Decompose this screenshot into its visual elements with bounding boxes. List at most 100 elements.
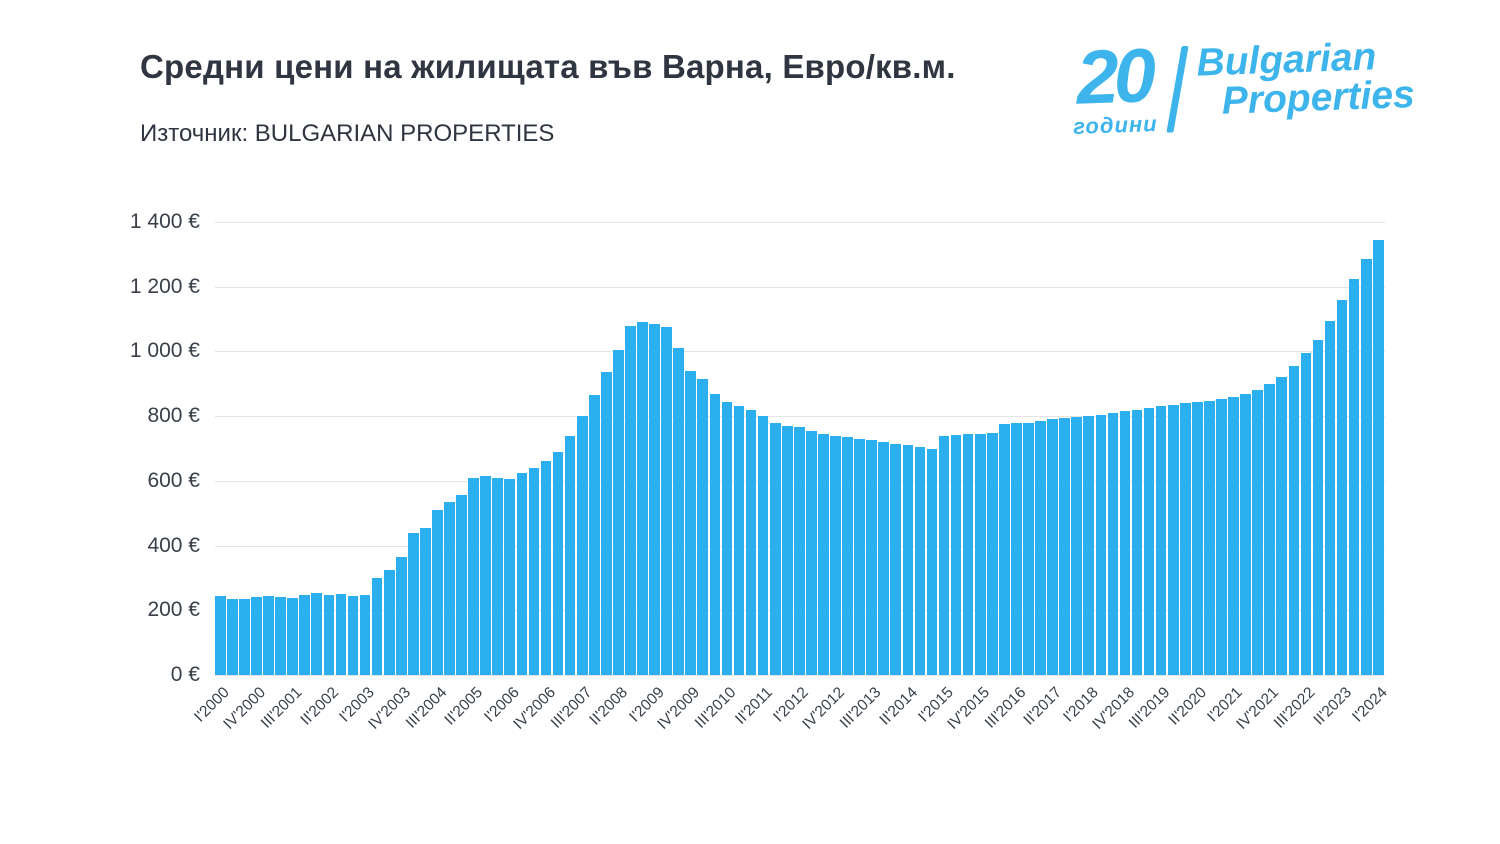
bar-II'2021 bbox=[1240, 393, 1251, 675]
bar-I'2007 bbox=[552, 451, 564, 675]
bar-I'2021 bbox=[1228, 396, 1239, 675]
x-tick-label: II'2011 bbox=[732, 684, 776, 728]
bar-II'2006 bbox=[516, 472, 528, 675]
bar-I'2002 bbox=[311, 593, 323, 675]
bar-II'2018 bbox=[1095, 414, 1107, 675]
bar-IV'2000 bbox=[251, 597, 262, 675]
bar-II'2022 bbox=[1288, 366, 1300, 675]
bar-III'2001 bbox=[287, 598, 299, 675]
bar-III'2010 bbox=[721, 401, 733, 675]
bar-III'2004 bbox=[432, 509, 443, 675]
x-tick-label: II'2008 bbox=[586, 684, 632, 729]
bar-IV'2001 bbox=[299, 595, 311, 675]
bar-IV'2020 bbox=[1216, 399, 1227, 675]
bar-IV'2005 bbox=[492, 477, 504, 675]
y-tick-label: 200 € bbox=[147, 598, 200, 622]
bar-II'2004 bbox=[420, 527, 431, 675]
bar-IV'2011 bbox=[781, 425, 793, 675]
bar-I'2018 bbox=[1083, 416, 1095, 675]
logo-brand-line2: Properties bbox=[1220, 73, 1416, 123]
bar-I'2015 bbox=[938, 435, 950, 675]
bar-IV'2015 bbox=[974, 433, 986, 675]
bar-III'2003 bbox=[383, 569, 395, 675]
bar-II'2020 bbox=[1192, 402, 1203, 675]
bar-IV'2009 bbox=[685, 370, 697, 675]
bar-II'2014 bbox=[902, 445, 914, 675]
bar-I'2004 bbox=[407, 532, 419, 675]
bar-II'2023 bbox=[1336, 299, 1348, 675]
bar-IV'2014 bbox=[926, 448, 938, 675]
bar-III'2014 bbox=[914, 446, 926, 675]
bar-II'2013 bbox=[854, 438, 865, 675]
bar-II'2015 bbox=[950, 434, 962, 675]
bar-III'2016 bbox=[1011, 423, 1022, 675]
bar-III'2017 bbox=[1059, 417, 1070, 675]
bar-IV'2017 bbox=[1071, 416, 1083, 675]
bar-III'2019 bbox=[1155, 406, 1167, 675]
gridline bbox=[215, 675, 1385, 676]
bar-I'2000 bbox=[215, 595, 226, 675]
bar-II'2003 bbox=[371, 577, 383, 675]
bar-I'2003 bbox=[359, 595, 371, 675]
bar-III'2007 bbox=[576, 416, 588, 675]
bar-III'2009 bbox=[673, 348, 684, 675]
bar-III'2021 bbox=[1252, 389, 1263, 675]
x-tick-label: II'2017 bbox=[1020, 684, 1066, 729]
logo-divider bbox=[1166, 45, 1189, 133]
bar-III'2020 bbox=[1204, 400, 1215, 675]
x-tick-label: II'2023 bbox=[1310, 684, 1355, 729]
gridline bbox=[215, 222, 1385, 223]
bar-III'2022 bbox=[1300, 353, 1312, 675]
bar-IV'2023 bbox=[1360, 259, 1372, 675]
bar-III'2012 bbox=[818, 433, 829, 675]
bar-IV'2012 bbox=[830, 435, 841, 675]
bar-I'2014 bbox=[890, 443, 902, 675]
bar-II'2017 bbox=[1047, 419, 1058, 675]
bar-II'2012 bbox=[806, 430, 817, 675]
bar-I'2016 bbox=[986, 432, 998, 675]
bar-I'2023 bbox=[1324, 320, 1336, 675]
bar-I'2020 bbox=[1179, 403, 1191, 675]
x-tick-label: II'2014 bbox=[875, 684, 921, 729]
bar-III'2000 bbox=[239, 599, 250, 675]
bar-II'2002 bbox=[323, 594, 335, 675]
bar-IV'2016 bbox=[1023, 422, 1034, 675]
bar-III'2013 bbox=[866, 440, 877, 675]
x-tick-label: II'2020 bbox=[1165, 684, 1211, 729]
y-axis: 0 € 200 € 400 € 600 € 800 € 1 000 € 1 200 € 1 4… bbox=[70, 210, 208, 686]
x-axis: I'2000 IV'2000 III'2001 II'2002 I'2003 IV'200… bbox=[192, 684, 1391, 824]
bulgarian-properties-logo: 20 години Bulgarian Properties bbox=[1070, 33, 1416, 140]
bar-I'2012 bbox=[793, 427, 805, 675]
logo-20-years: 20 години bbox=[1070, 33, 1158, 140]
bar-I'2001 bbox=[263, 596, 274, 675]
bar-I'2009 bbox=[649, 323, 660, 675]
logo-number: 20 bbox=[1074, 33, 1153, 121]
chart-title: Средни цени на жилищата във Варна, Евро/… bbox=[140, 48, 956, 85]
logo-brand-name: Bulgarian Properties bbox=[1195, 35, 1416, 123]
bar-III'2011 bbox=[769, 422, 781, 675]
bar-IV'2006 bbox=[540, 461, 552, 675]
bar-I'2005 bbox=[456, 495, 467, 675]
bar-III'2005 bbox=[480, 476, 492, 675]
bar-III'2023 bbox=[1348, 278, 1360, 675]
x-tick-label: II'2002 bbox=[297, 684, 342, 729]
y-tick-label: 1 200 € bbox=[129, 274, 200, 298]
bar-I'2010 bbox=[697, 378, 709, 675]
bar-IV'2013 bbox=[878, 442, 890, 675]
bar-III'2002 bbox=[335, 594, 347, 675]
bar-IV'2004 bbox=[444, 501, 455, 675]
bar-II'2000 bbox=[227, 598, 238, 675]
bar-III'2008 bbox=[625, 325, 636, 675]
bar-II'2010 bbox=[709, 393, 721, 675]
gridline bbox=[215, 286, 1385, 288]
x-tick-label: II'2005 bbox=[441, 684, 487, 729]
bar-IV'2002 bbox=[347, 596, 359, 675]
bar-IV'2010 bbox=[733, 406, 745, 675]
bar-I'2022 bbox=[1276, 377, 1288, 675]
logo-years-label: години bbox=[1072, 111, 1158, 139]
bar-I'2006 bbox=[504, 479, 516, 675]
bar-IV'2003 bbox=[395, 556, 407, 675]
bar-I'2011 bbox=[745, 409, 757, 675]
bar-I'2019 bbox=[1131, 409, 1143, 675]
bar-IV'2007 bbox=[588, 395, 600, 675]
